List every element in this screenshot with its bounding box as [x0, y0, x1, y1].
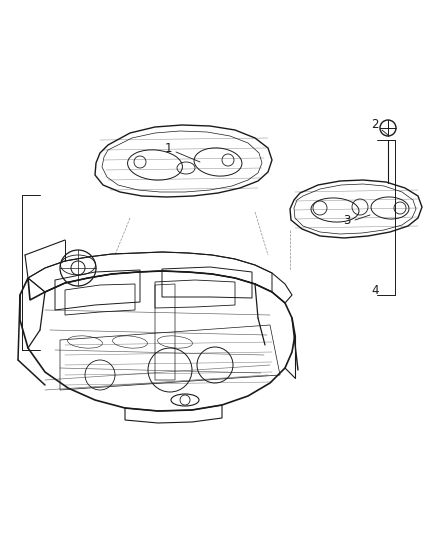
Text: 4: 4: [371, 284, 379, 296]
Text: 3: 3: [343, 214, 351, 227]
Text: 2: 2: [371, 118, 379, 132]
Text: 1: 1: [164, 141, 172, 155]
